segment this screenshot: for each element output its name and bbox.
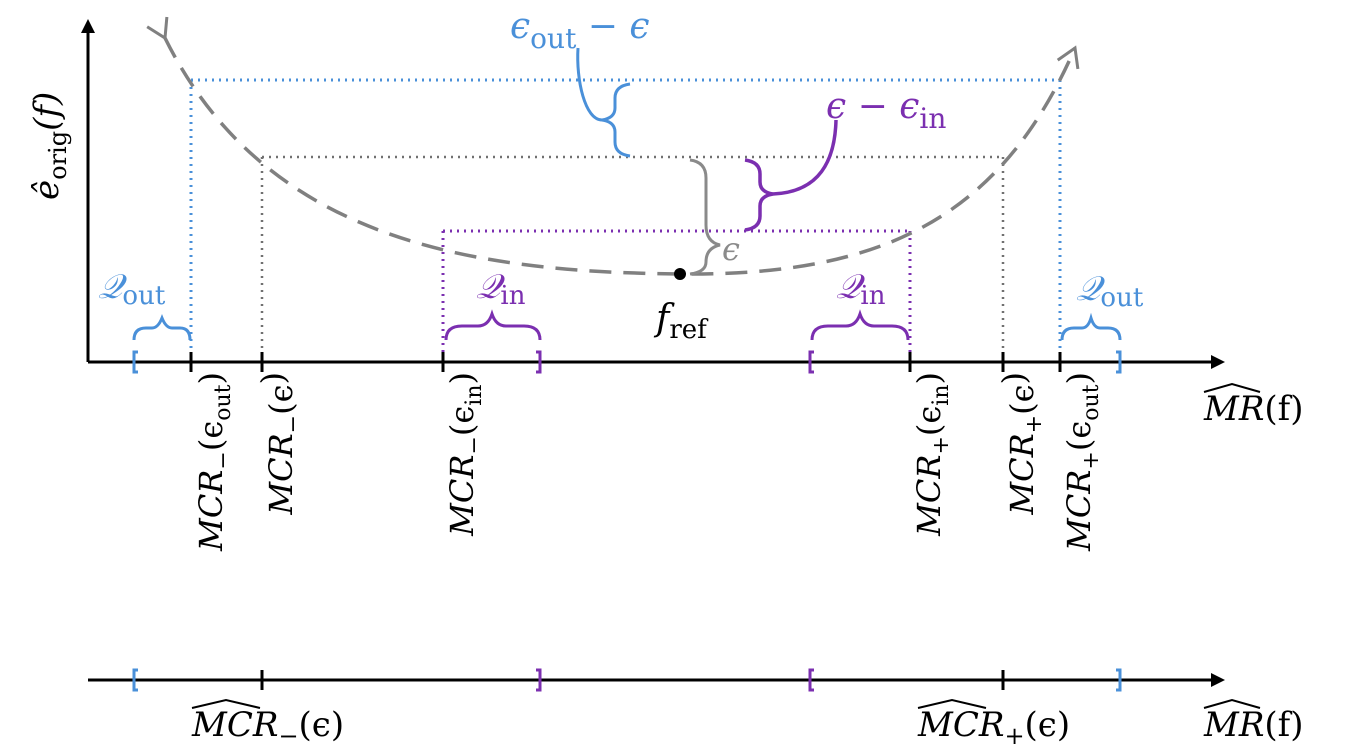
eps-label: ϵ — [722, 230, 740, 268]
f-ref-point — [674, 268, 686, 280]
tick-label-mcr-plus-eps-in: MCR+(ϵin) — [910, 372, 954, 537]
svg-text:MR(f): MR(f) — [1203, 705, 1304, 745]
top-ticks — [189, 352, 1062, 372]
svg-text:MCR+(ϵ): MCR+(ϵ) — [995, 372, 1047, 516]
svg-text:MCR+(ϵ): MCR+(ϵ) — [917, 705, 1070, 747]
tick-label-mcr-plus-eps: MCR+(ϵ) — [995, 372, 1047, 516]
eps-minus-eps-in-brace — [744, 119, 838, 232]
tick-label-mcr-minus-eps-in: MCR−(ϵin) — [443, 372, 487, 537]
q-in-right-brace — [810, 309, 910, 341]
tick-label-mcr-plus-eps-out: MCR+(ϵout) — [1060, 372, 1104, 552]
q-out-right-label: 𝒬out — [1076, 269, 1144, 313]
bottom-label-mcr-minus: MCR−(ϵ) — [191, 698, 344, 747]
q-in-left-label: 𝒬in — [476, 267, 526, 311]
tick-label-mcr-minus-eps-out: MCR−(ϵout) — [192, 372, 236, 552]
q-in-right-label: 𝒬in — [836, 267, 886, 311]
eps-brace — [689, 158, 721, 276]
top-interval-brackets — [132, 350, 1122, 374]
error-curve — [146, 16, 1080, 276]
bottom-label-mcr-plus: MCR+(ϵ) — [917, 698, 1070, 747]
svg-text:MR(f): MR(f) — [1203, 389, 1304, 429]
eps-out-minus-eps-label: ϵout − ϵ — [510, 6, 650, 55]
outer-level-lines — [189, 78, 1062, 362]
y-axis-label: êorig(f) — [27, 92, 72, 200]
x-axis-label-top: MR(f) — [1203, 382, 1304, 429]
q-out-left-label: 𝒬out — [98, 267, 166, 311]
svg-text:MCR−(ϵ): MCR−(ϵ) — [254, 372, 306, 516]
svg-text:MCR+(ϵin): MCR+(ϵin) — [910, 372, 954, 537]
f-ref-label: fref — [653, 298, 709, 345]
q-out-right-brace — [1060, 312, 1122, 341]
q-out-left-brace — [132, 313, 192, 341]
svg-text:MCR−(ϵ): MCR−(ϵ) — [191, 705, 344, 747]
q-in-left-brace — [444, 309, 542, 341]
svg-text:MCR−(ϵin): MCR−(ϵin) — [443, 372, 487, 537]
x-axis-label-bottom: MR(f) — [1203, 698, 1304, 745]
tick-label-mcr-minus-eps: MCR−(ϵ) — [254, 372, 306, 516]
svg-text:MCR−(ϵout): MCR−(ϵout) — [192, 372, 236, 552]
svg-text:MCR+(ϵout): MCR+(ϵout) — [1060, 372, 1104, 552]
eps-level-lines — [260, 155, 1005, 362]
bottom-ticks — [260, 670, 1005, 690]
bottom-interval-brackets — [132, 668, 1122, 692]
eps-out-minus-eps-brace — [576, 47, 631, 158]
eps-minus-eps-in-label: ϵ − ϵin — [826, 86, 946, 135]
inner-level-lines — [441, 229, 912, 362]
